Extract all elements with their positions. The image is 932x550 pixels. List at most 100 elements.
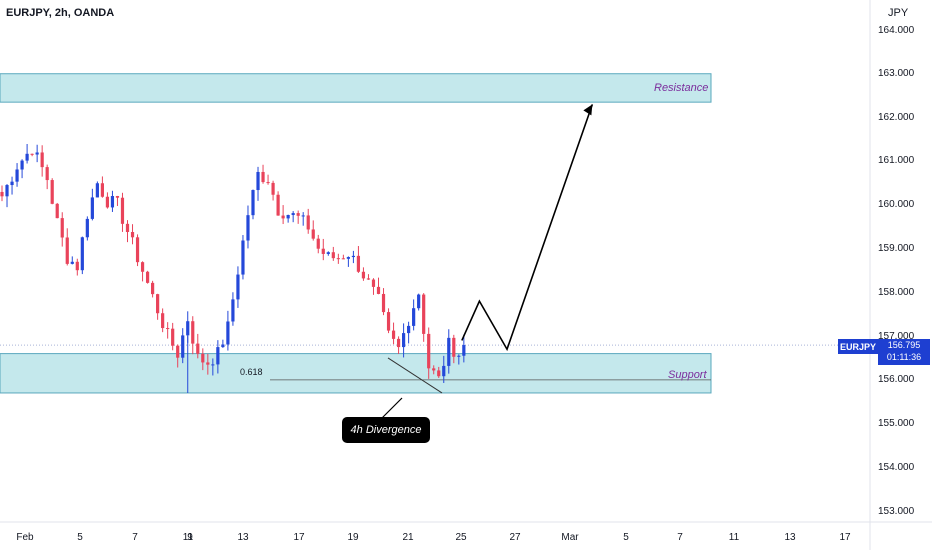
candle-body — [462, 345, 466, 356]
candle-body — [261, 171, 265, 183]
candle-body — [120, 197, 125, 224]
price-tick: 160.000 — [878, 199, 915, 210]
candle-body — [351, 255, 355, 258]
candle-body — [256, 171, 260, 191]
candle-body — [381, 293, 386, 313]
projection-path — [461, 104, 594, 352]
candle-body — [80, 237, 84, 271]
time-tick: 19 — [347, 532, 359, 543]
time-tick: 17 — [839, 532, 851, 543]
price-tick: 155.000 — [878, 418, 915, 429]
candle-body — [457, 355, 461, 357]
price-tick: 156.000 — [878, 374, 915, 385]
candle-body — [90, 197, 94, 219]
candle-body — [145, 271, 150, 283]
candle-body — [417, 294, 421, 309]
candle-body — [130, 232, 135, 238]
candle-body — [25, 153, 29, 161]
candle-body — [105, 196, 110, 208]
candle-body — [376, 286, 381, 294]
candle-body — [236, 274, 240, 300]
candle-body — [110, 196, 115, 208]
time-tick: 25 — [455, 532, 467, 543]
candle-body — [296, 213, 300, 216]
callout-pointer — [381, 397, 403, 419]
candle-body — [216, 347, 220, 365]
candle-body — [422, 294, 426, 334]
candle-body — [412, 308, 416, 326]
candle-body — [221, 344, 225, 348]
candle-body — [246, 215, 250, 241]
support-label: Support — [668, 369, 707, 381]
candle-body — [306, 215, 310, 230]
chart-title: EURJPY, 2h, OANDA — [6, 7, 115, 19]
price-tick: 163.000 — [878, 68, 915, 79]
candle-body — [231, 299, 235, 322]
candle-body — [191, 321, 195, 344]
candle-body — [75, 261, 79, 271]
projection-arrowhead — [583, 104, 593, 116]
price-tick: 154.000 — [878, 462, 915, 473]
candle-body — [437, 370, 441, 377]
candle-body — [442, 365, 446, 377]
price-tick: 161.000 — [878, 155, 915, 166]
price-tick: 153.000 — [878, 506, 915, 517]
bar-countdown: 01:11:36 — [886, 352, 922, 362]
price-tick: 164.000 — [878, 25, 915, 36]
time-tick: Mar — [561, 532, 579, 543]
time-tick: 13 — [237, 532, 249, 543]
candle-body — [50, 180, 54, 204]
candle-body — [391, 330, 396, 339]
time-tick: 9 — [187, 532, 193, 543]
candle-body — [45, 167, 49, 181]
candle-body — [281, 215, 285, 219]
candle-body — [326, 252, 330, 254]
support-zone — [0, 353, 712, 394]
time-tick: 5 — [623, 532, 629, 543]
candle-body — [0, 191, 4, 197]
currency-label: JPY — [888, 7, 909, 19]
candle-body — [356, 255, 361, 272]
candle-body — [10, 181, 14, 186]
divergence-trendline — [387, 357, 443, 394]
candle-body — [402, 333, 406, 348]
price-tick: 158.000 — [878, 287, 915, 298]
price-tick: 157.000 — [878, 331, 915, 342]
candle-body — [366, 278, 371, 280]
candle-body — [271, 182, 275, 195]
time-tick: 21 — [402, 532, 414, 543]
candle-body — [331, 252, 335, 259]
candle-body — [151, 282, 155, 295]
candle-body — [276, 194, 280, 216]
resistance-label: Resistance — [654, 82, 709, 94]
time-tick: 11 — [182, 532, 194, 543]
time-tick: Feb — [16, 532, 34, 543]
candles — [0, 144, 466, 393]
candle-body — [286, 215, 290, 219]
candle-body — [171, 328, 175, 346]
candle-body — [95, 183, 99, 198]
time-tick: 7 — [132, 532, 138, 543]
candle-body — [30, 153, 34, 155]
candle-body — [156, 294, 160, 314]
candle-body — [125, 223, 130, 233]
candle-body — [135, 237, 140, 263]
candle-body — [301, 215, 305, 217]
time-tick: 17 — [293, 532, 305, 543]
candle-body — [65, 237, 69, 264]
candle-body — [251, 190, 255, 216]
candle-body — [226, 321, 230, 345]
candle-body — [361, 271, 366, 279]
candle-body — [447, 337, 451, 366]
symbol-tag: EURJPY — [838, 339, 878, 354]
candle-body — [346, 257, 350, 259]
time-tick: 7 — [677, 532, 683, 543]
candle-body — [241, 240, 245, 275]
candle-body — [407, 325, 411, 334]
candle-body — [5, 185, 9, 197]
candle-body — [161, 313, 165, 329]
candle-body — [60, 218, 64, 238]
last-price-value: 156.795 — [887, 340, 921, 350]
